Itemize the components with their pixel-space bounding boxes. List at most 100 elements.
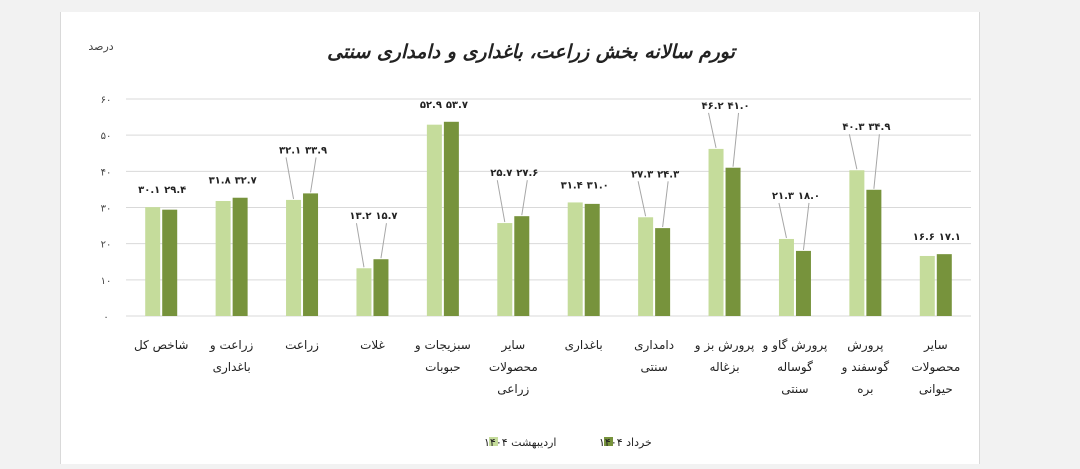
category-label-line: پرورش [847, 338, 883, 353]
bar [356, 268, 372, 316]
bar [655, 228, 671, 316]
category-label-line: پرورش گاو و [762, 338, 828, 353]
bar [567, 202, 583, 316]
data-label: ۲۷.۶ [516, 168, 538, 179]
bar [866, 189, 882, 316]
category-label: دامداری سنتی [634, 338, 674, 374]
category-label-line: سایر [923, 338, 948, 353]
data-label: ۱۷.۱ [939, 232, 961, 243]
legend-label: اردیبهشت ۱۴۰۴ [484, 436, 556, 449]
category-label-line: سبزیجات و [414, 338, 471, 353]
data-label: ۱۵.۷ [375, 211, 397, 222]
category-label-line: زراعی [497, 382, 529, 397]
legend-swatch [489, 437, 498, 446]
category-label-line: سنتی [640, 360, 667, 374]
leader-line [662, 181, 669, 228]
category-label-line: محصولات [489, 360, 538, 375]
data-label: ۳۱.۸ [209, 176, 231, 187]
leader-line [873, 134, 880, 189]
leader-line [708, 112, 717, 149]
leader-line [802, 202, 810, 250]
bar [443, 121, 459, 316]
data-label: ۴۶.۲ [701, 101, 723, 112]
bar [303, 193, 319, 316]
y-axis-unit-label: درصد [88, 40, 113, 53]
bar [919, 255, 935, 316]
bar [795, 250, 811, 316]
category-label-line: گوسفند و [841, 360, 890, 375]
bar [778, 238, 794, 316]
bar [584, 203, 600, 316]
category-label-line: بزغاله [710, 360, 740, 375]
category-label: زراعت [285, 338, 319, 353]
category-label: سبزیجات و حبوبات [414, 338, 471, 375]
bar [849, 170, 865, 316]
leader-line [380, 223, 387, 259]
category-label-line: محصولات [911, 360, 960, 375]
data-label: ۳۱.۴ [561, 180, 583, 191]
bar [215, 200, 231, 316]
bar [497, 223, 513, 316]
category-label: سایر محصولات زراعی [489, 338, 538, 397]
data-label: ۳۱.۰ [587, 180, 609, 191]
bar [708, 148, 724, 316]
leader-line [732, 112, 740, 167]
data-label: ۱۸.۰ [798, 191, 820, 202]
chart-svg: تورم سالانه بخش زراعت، باغداری و دامداری… [88, 40, 971, 449]
category-label-line: شاخص کل [134, 338, 188, 353]
data-label: ۳۲.۱ [279, 145, 301, 156]
category-label-line: سنتی [781, 382, 808, 396]
bar [514, 216, 530, 316]
category-label-line: پرورش بز و [694, 338, 755, 353]
data-labels: ۳۰.۱ ۲۹.۴ ۳۱.۸ ۳۲.۷ ۳۲.۱ ۳۳.۹ ۱۳.۲ ۱۵.۷ ۵۲.۹ ۵۳.۷… [138, 100, 961, 268]
data-label: ۲۹.۴ [164, 185, 186, 196]
bar [145, 207, 161, 316]
category-label: شاخص کل [134, 338, 188, 353]
bar [936, 254, 952, 316]
category-label: پرورش گوسفند و بره [841, 338, 890, 397]
bars [145, 121, 952, 316]
gridlines: ۰ ۱۰ ۲۰ ۳۰ ۴۰ ۵۰ ۶۰ [101, 95, 971, 323]
bar [286, 199, 302, 316]
bar [373, 259, 389, 316]
category-label-line: زراعت [285, 338, 319, 353]
y-tick-label: ۱۰ [101, 276, 112, 287]
category-label: باغداری [565, 338, 603, 353]
leader-line [637, 181, 647, 217]
category-label-line: گوساله [777, 360, 813, 375]
category-label-line: حبوبات [425, 360, 461, 375]
leader-line [521, 180, 528, 216]
chart-title: تورم سالانه بخش زراعت، باغداری و دامداری… [327, 41, 738, 63]
data-label: ۳۳.۹ [305, 145, 327, 156]
y-tick-label: ۲۰ [101, 240, 112, 251]
category-label-line: بره [857, 382, 873, 397]
data-label: ۴۱.۰ [727, 101, 749, 112]
y-tick-label: ۵۰ [101, 131, 112, 142]
category-label-line: حیوانی [919, 382, 953, 397]
y-tick-label: ۳۰ [101, 204, 112, 215]
legend-swatch [604, 437, 613, 446]
category-label-line: باغداری [213, 360, 251, 375]
bar [232, 197, 248, 316]
category-label: زراعت و باغداری [209, 338, 254, 375]
category-labels: شاخص کل زراعت و باغداری زراعت غلات سبزیجات و ح… [134, 338, 960, 397]
legend-label: خرداد ۱۴۰۴ [599, 436, 652, 449]
data-label: ۲۱.۳ [772, 191, 794, 202]
data-label: ۲۴.۳ [657, 169, 679, 180]
category-label: غلات [360, 338, 385, 352]
category-label-line: سایر [500, 338, 525, 353]
leader-line [848, 134, 858, 170]
data-label: ۴۰.۳ [842, 122, 864, 133]
category-label-line: باغداری [565, 338, 603, 353]
y-tick-label: ۶۰ [101, 95, 112, 106]
y-tick-label: ۴۰ [101, 167, 112, 178]
data-label: ۲۵.۷ [490, 168, 512, 179]
bar [162, 209, 178, 316]
category-label: پرورش بز و بزغاله [694, 338, 755, 375]
category-label: پرورش گاو و گوساله سنتی [762, 338, 828, 396]
category-label-line: زراعت و [209, 338, 254, 353]
bar [426, 124, 442, 316]
leader-line [496, 180, 506, 223]
category-label-line: دامداری [634, 338, 674, 353]
category-label: سایر محصولات حیوانی [911, 338, 960, 397]
